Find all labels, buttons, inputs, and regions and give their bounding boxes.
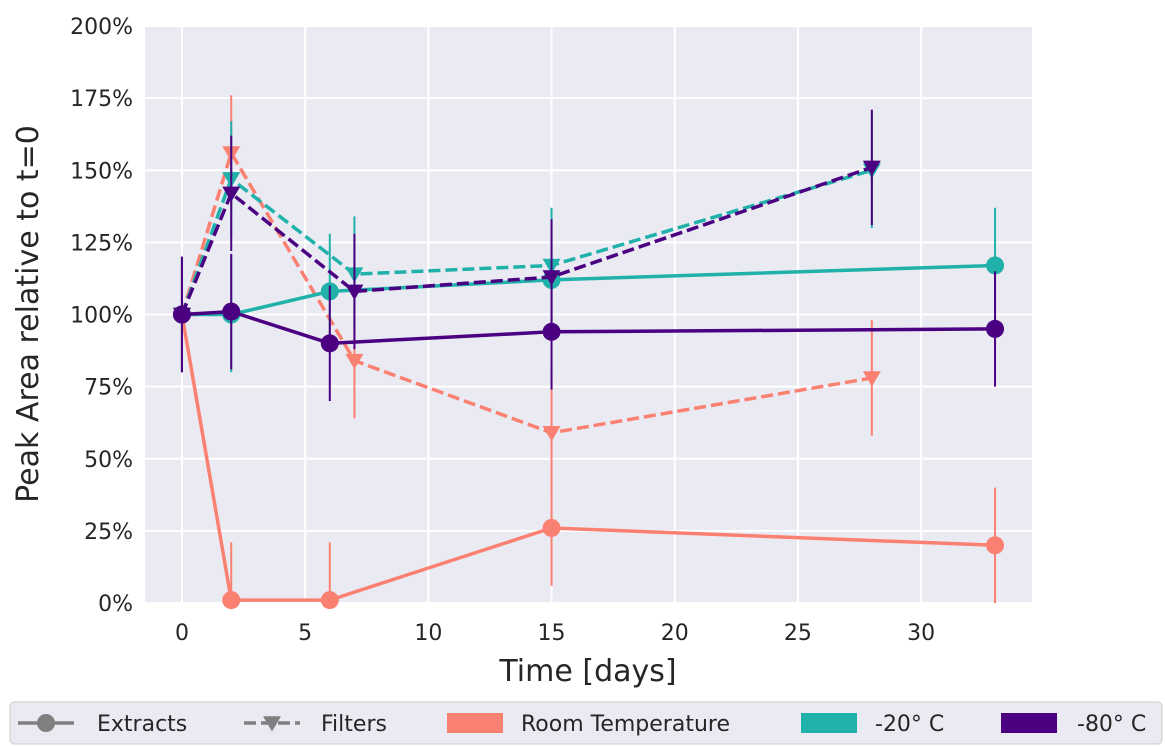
legend-swatch (801, 713, 857, 733)
series-minus80-filters (172, 109, 881, 373)
data-point (222, 302, 241, 321)
legend-swatch (447, 713, 503, 733)
legend-item: -80° C (1001, 712, 1146, 737)
legend-marker (263, 716, 281, 732)
data-point (862, 160, 881, 176)
x-tick-label: 10 (414, 621, 442, 646)
data-point (542, 518, 561, 537)
legend-frame (9, 701, 1163, 745)
data-point (222, 591, 241, 610)
data-point (320, 334, 339, 353)
series-line (180, 165, 873, 316)
legend-item: -20° C (801, 712, 944, 737)
data-point (862, 371, 881, 387)
legend-label: Room Temperature (521, 712, 730, 737)
legend-label: Extracts (97, 712, 187, 737)
y-tick-label: 75% (84, 376, 133, 401)
y-tick-label: 100% (70, 304, 133, 329)
data-point (986, 256, 1005, 275)
legend-marker (37, 714, 55, 732)
x-tick-label: 30 (907, 621, 935, 646)
data-point (986, 536, 1005, 555)
series-layer (172, 95, 1005, 610)
legend: Extracts Filters Room Temperature -20° C -80… (9, 701, 1163, 745)
data-point (320, 591, 339, 610)
data-point (345, 353, 364, 370)
legend-item: Filters (244, 712, 387, 737)
y-axis-title: Peak Area relative to t=0 (11, 125, 46, 503)
x-axis-title: Time [days] (498, 654, 676, 689)
legend-item: Room Temperature (447, 712, 730, 737)
y-tick-label: 50% (84, 448, 133, 473)
x-tick-label: 5 (298, 621, 312, 646)
legend-item: Extracts (18, 712, 187, 737)
tick-labels: 0% 25% 50% 75% 100% 125% 150% 175% 200% 0 5 10 15 20 2… (70, 15, 935, 646)
legend-swatch (1001, 713, 1057, 733)
x-tick-label: 15 (538, 621, 566, 646)
y-tick-label: 125% (70, 231, 133, 256)
x-tick-label: 25 (784, 621, 812, 646)
x-tick-label: 20 (661, 621, 689, 646)
y-tick-label: 200% (70, 15, 133, 40)
legend-label: -80° C (1077, 712, 1146, 737)
data-point (172, 307, 191, 324)
y-tick-label: 0% (98, 592, 133, 617)
data-point (542, 426, 561, 442)
data-point (345, 284, 364, 300)
y-tick-label: 175% (70, 87, 133, 112)
legend-label: Filters (321, 712, 387, 737)
y-tick-label: 25% (84, 520, 133, 545)
data-point (986, 319, 1005, 338)
x-tick-label: 0 (175, 621, 189, 646)
y-tick-label: 150% (70, 159, 133, 184)
legend-label: -20° C (875, 712, 944, 737)
data-point (542, 270, 561, 286)
data-point (222, 186, 241, 202)
